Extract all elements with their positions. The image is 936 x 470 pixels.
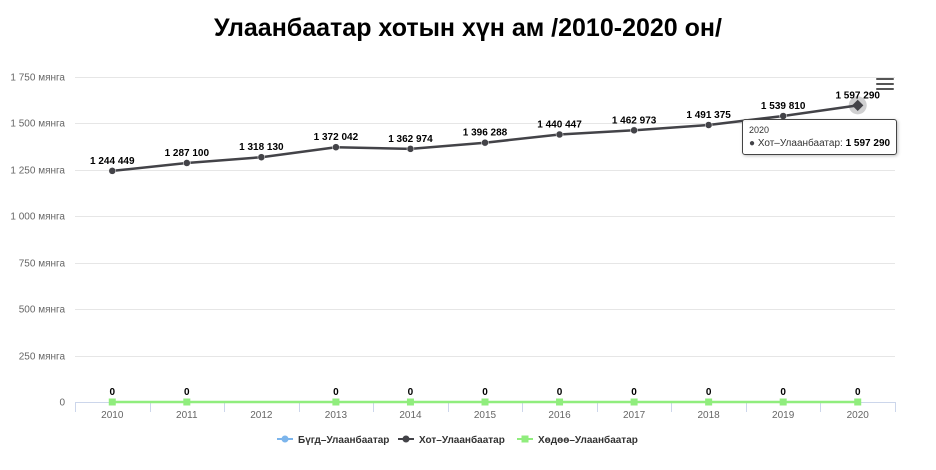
y-tick-label: 500 мянга [19,305,66,316]
data-label: 1 244 449 [90,156,135,167]
data-label: 1 440 447 [537,119,582,130]
tooltip: 2020 ● Хот–Улаанбаатар: 1 597 290 [742,119,898,155]
x-tick-label: 2017 [623,410,646,421]
chart-title: Улаанбаатар хотын хүн ам /2010-2020 он/ [214,14,722,42]
data-point [257,153,266,161]
tooltip-series-name: Хот–Улаанбаатар: [757,138,846,149]
legend-label: Хот–Улаанбаатар [419,434,505,446]
data-point [704,121,713,129]
data-point [705,398,713,406]
data-label: 0 [780,387,786,398]
x-tick-label: 2018 [698,410,721,421]
data-label: 0 [855,387,861,398]
data-point [108,398,116,406]
data-point [406,145,415,153]
data-point [555,130,564,139]
data-label: 1 491 375 [686,110,731,121]
tooltip-row: ● Хот–Улаанбаатар: 1 597 290 [749,138,890,149]
data-point [854,398,862,406]
data-label: 1 396 288 [463,128,508,139]
data-label: 0 [109,387,115,398]
data-point [630,398,638,406]
x-tick-label: 2012 [250,410,273,421]
data-point [183,159,191,167]
data-label: 1 539 810 [761,101,806,112]
data-point [630,126,638,135]
data-labels: 1 244 449 1 287 100 1 318 130 1 372 042 1 36… [90,90,880,398]
legend-marker [521,435,529,443]
y-tick-label: 750 мянга [19,259,66,270]
data-label: 1 372 042 [314,132,359,143]
data-label: 0 [706,387,712,398]
x-tick-label: 2019 [772,410,795,421]
x-tick-label: 2015 [474,410,497,421]
legend-marker [402,435,410,443]
y-tick-label: 0 [59,398,65,409]
data-label: 0 [482,387,488,398]
data-label: 1 362 974 [388,134,433,145]
tooltip-year: 2020 [749,125,770,135]
x-tick-label: 2014 [399,410,422,421]
x-tick-label: 2013 [325,410,348,421]
legend: Бүгд–Улаанбаатар Хот–Улаанбаатар Хөдөө–Ула… [277,434,638,446]
y-tick-label: 1 500 мянга [10,119,65,130]
data-point [481,398,489,406]
y-tick-label: 1 250 мянга [10,166,65,177]
data-point [332,143,340,151]
data-point [406,398,414,406]
data-point [556,398,564,406]
data-label: 1 287 100 [165,148,210,159]
x-tick-label: 2016 [548,410,571,421]
y-tick-label: 1 000 мянга [10,212,65,223]
x-tick-label: 2011 [176,410,198,421]
series-group [108,96,867,406]
legend-label: Хөдөө–Улаанбаатар [538,434,638,446]
data-point [108,167,117,175]
tooltip-dot-icon: ● [749,138,756,149]
data-label: 0 [408,387,414,398]
data-label: 0 [333,387,339,398]
x-tick-label: 2020 [847,410,870,421]
data-point [332,398,340,406]
legend-label: Бүгд–Улаанбаатар [298,434,389,446]
x-tick-label: 2010 [101,410,124,421]
data-label: 0 [631,387,637,398]
data-point [183,398,191,406]
data-label: 0 [557,387,563,398]
hamburger-menu-icon[interactable] [876,78,894,92]
data-label: 1 462 973 [612,115,657,126]
y-tick-label: 1 750 мянга [10,73,65,84]
data-point [481,138,489,147]
tooltip-value: 1 597 290 [845,138,891,149]
data-label: 1 318 130 [239,142,284,153]
data-label: 1 597 290 [835,90,880,101]
data-label: 0 [184,387,190,398]
data-point [779,398,787,406]
y-tick-label: 250 мянга [19,352,66,363]
legend-marker [281,435,289,443]
